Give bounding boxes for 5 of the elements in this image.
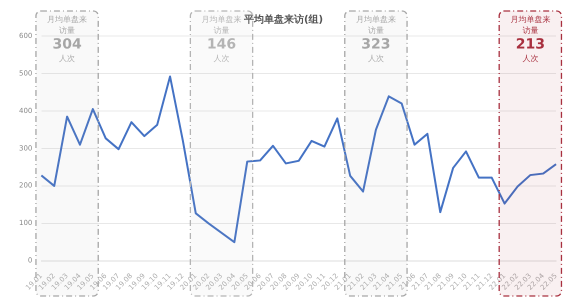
chart-title: 平均单盘来访(组) [242,14,324,26]
band-label: 月均单盘来访量 146 人次 [202,15,242,64]
band-label: 月均单盘来访量 213 人次 [510,15,550,64]
band-label: 月均单盘来访量 304 人次 [47,15,88,64]
band-label: 月均单盘来访量 323 人次 [356,15,396,64]
